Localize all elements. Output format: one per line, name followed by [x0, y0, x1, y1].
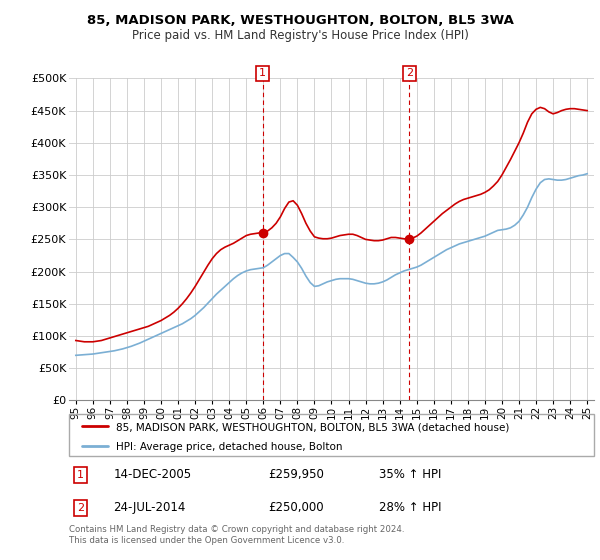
- Text: Price paid vs. HM Land Registry's House Price Index (HPI): Price paid vs. HM Land Registry's House …: [131, 29, 469, 42]
- Text: Contains HM Land Registry data © Crown copyright and database right 2024.
This d: Contains HM Land Registry data © Crown c…: [69, 525, 404, 545]
- Text: 35% ↑ HPI: 35% ↑ HPI: [379, 468, 441, 482]
- Text: 1: 1: [259, 68, 266, 78]
- Text: £259,950: £259,950: [269, 468, 325, 482]
- Text: HPI: Average price, detached house, Bolton: HPI: Average price, detached house, Bolt…: [116, 442, 343, 452]
- Text: £250,000: £250,000: [269, 501, 324, 515]
- Text: 28% ↑ HPI: 28% ↑ HPI: [379, 501, 441, 515]
- Text: 85, MADISON PARK, WESTHOUGHTON, BOLTON, BL5 3WA: 85, MADISON PARK, WESTHOUGHTON, BOLTON, …: [86, 14, 514, 27]
- Text: 85, MADISON PARK, WESTHOUGHTON, BOLTON, BL5 3WA (detached house): 85, MADISON PARK, WESTHOUGHTON, BOLTON, …: [116, 422, 509, 432]
- Text: 14-DEC-2005: 14-DEC-2005: [113, 468, 192, 482]
- Text: 2: 2: [406, 68, 413, 78]
- Text: 24-JUL-2014: 24-JUL-2014: [113, 501, 186, 515]
- Text: 2: 2: [77, 503, 84, 513]
- Text: 1: 1: [77, 470, 84, 480]
